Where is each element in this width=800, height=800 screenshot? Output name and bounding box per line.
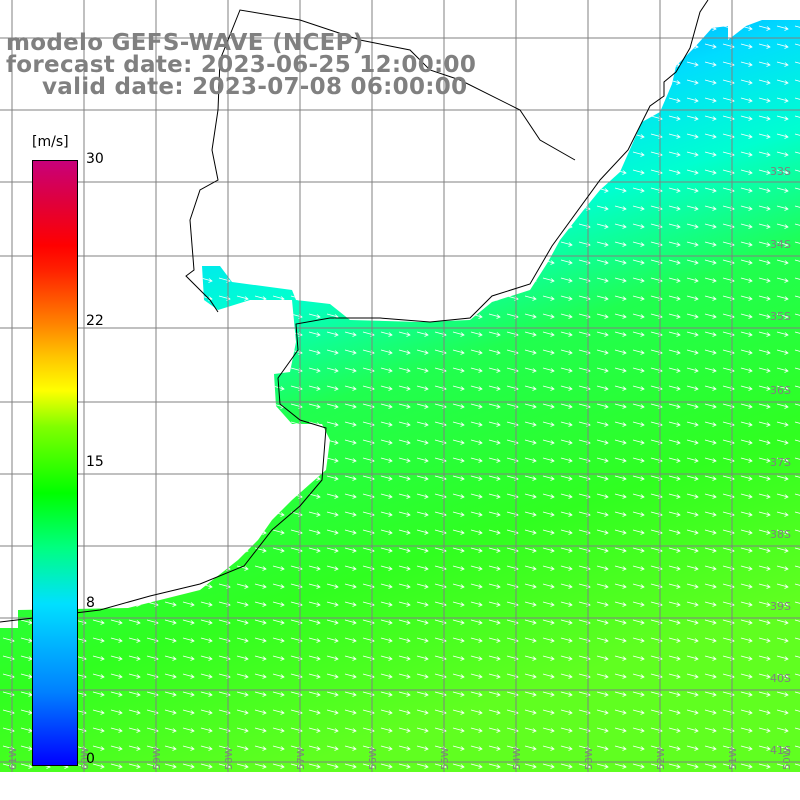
lon-label: 50W bbox=[782, 747, 793, 770]
lat-label: 35S bbox=[770, 310, 791, 323]
lon-label: 61W bbox=[8, 747, 19, 770]
longitude-labels: 61W 60W 59W 58W 57W 56W 55W 54W 53W 52W 51W 50W bbox=[8, 747, 793, 770]
colorbar-legend bbox=[32, 160, 78, 766]
map-grid bbox=[0, 0, 800, 772]
lon-label: 58W bbox=[224, 747, 235, 770]
lon-label: 56W bbox=[368, 747, 379, 770]
colorbar-tick-label: 30 bbox=[86, 151, 104, 167]
lon-label: 51W bbox=[728, 747, 739, 770]
lon-label: 55W bbox=[440, 747, 451, 770]
coastline bbox=[0, 0, 709, 623]
lat-label: 41S bbox=[770, 744, 791, 757]
colorbar-tick-label: 0 bbox=[86, 751, 95, 767]
colorbar-tick-label: 15 bbox=[86, 454, 104, 470]
wind-vector-arrows bbox=[0, 20, 800, 772]
lon-label: 60W bbox=[80, 747, 91, 770]
lon-label: 53W bbox=[584, 747, 595, 770]
lat-label: 39S bbox=[770, 600, 791, 613]
lat-label: 33S bbox=[770, 165, 791, 178]
map-title-model: modelo GEFS-WAVE (NCEP) bbox=[6, 30, 364, 56]
colorbar-unit-label: [m/s] bbox=[32, 134, 69, 150]
lat-label: 38S bbox=[770, 528, 791, 541]
colorbar-tick-label: 22 bbox=[86, 312, 104, 329]
colorbar-tick-label: 8 bbox=[86, 595, 95, 612]
map-title-valid-date: valid date: 2023-07-08 06:00:00 bbox=[42, 74, 468, 100]
lon-label: 54W bbox=[512, 747, 523, 770]
lat-label: 40S bbox=[770, 672, 791, 685]
lon-label: 57W bbox=[296, 747, 307, 770]
map-title-forecast-date: forecast date: 2023-06-25 12:00:00 bbox=[6, 52, 477, 78]
lat-label: 36S bbox=[770, 384, 791, 397]
lat-label: 37S bbox=[770, 456, 791, 469]
lat-label: 34S bbox=[770, 238, 791, 251]
latitude-labels: 33S 34S 35S 36S 37S 38S 39S 40S 41S bbox=[770, 165, 791, 757]
lon-label: 52W bbox=[656, 747, 667, 770]
lon-label: 59W bbox=[152, 747, 163, 770]
